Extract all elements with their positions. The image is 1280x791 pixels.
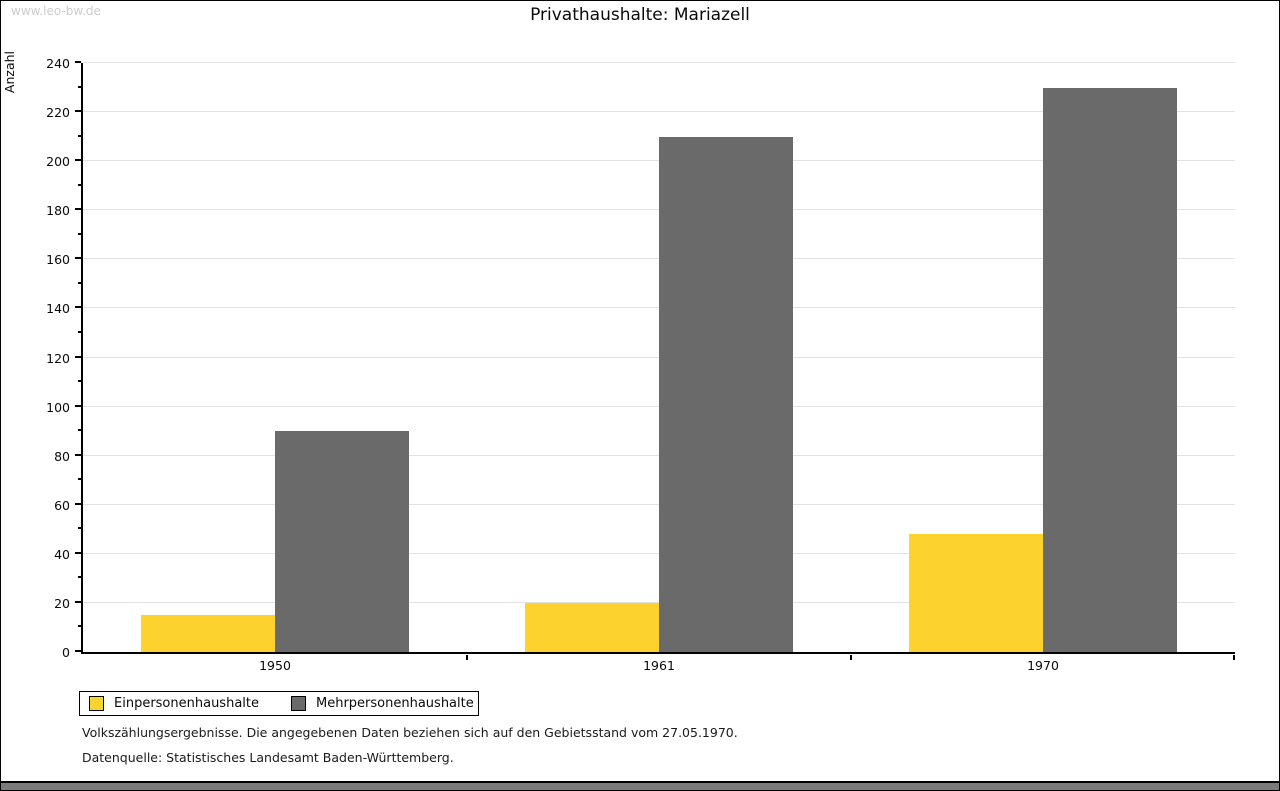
y-major-tick	[75, 355, 81, 358]
gridline	[83, 111, 1235, 113]
y-tick-label: 240	[46, 56, 70, 71]
y-axis-label: Anzahl	[2, 51, 17, 94]
y-axis: 0 20 40 60 80 100 120 140 160 180 200 220 240	[37, 56, 81, 660]
legend-entry: Einpersonenhaushalte	[89, 696, 259, 711]
y-major-tick	[75, 551, 81, 554]
x-tick-label: 1970	[1027, 658, 1059, 673]
y-major-tick	[75, 404, 81, 407]
legend-label: Einpersonenhaushalte	[114, 696, 259, 711]
y-minor-tick	[78, 527, 81, 530]
plot-area	[81, 62, 1235, 660]
y-tick-label: 180	[46, 203, 70, 219]
y-minor-tick	[78, 281, 81, 284]
y-major-tick	[75, 159, 81, 162]
y-major-tick	[75, 306, 81, 309]
y-major-tick	[75, 61, 81, 63]
y-minor-tick	[78, 478, 81, 481]
y-minor-tick	[78, 625, 81, 628]
bottom-strip	[1, 781, 1279, 790]
y-minor-tick	[78, 232, 81, 235]
y-tick-label: 220	[46, 105, 70, 121]
bar-mehrpersonenhaushalte	[659, 136, 793, 652]
x-boundary-tick	[850, 655, 852, 660]
y-tick-label: 200	[46, 154, 70, 170]
y-major-tick	[75, 502, 81, 505]
legend-label: Mehrpersonenhaushalte	[316, 696, 474, 711]
bar-mehrpersonenhaushalte	[275, 431, 409, 652]
legend-swatch	[291, 696, 306, 711]
footer-source: Datenquelle: Statistisches Landesamt Bad…	[82, 750, 454, 765]
y-tick-label: 120	[46, 350, 70, 366]
bar-einpersonenhaushalte	[909, 534, 1043, 652]
y-minor-tick	[78, 134, 81, 137]
legend-swatch	[89, 696, 104, 711]
bar-mehrpersonenhaushalte	[1043, 87, 1177, 652]
y-tick-label: 60	[54, 497, 70, 513]
y-tick-label: 20	[54, 595, 70, 611]
y-minor-tick	[78, 380, 81, 383]
x-boundary-tick	[466, 655, 468, 660]
y-minor-tick	[78, 85, 81, 88]
watermark: www.leo-bw.de	[11, 4, 101, 18]
y-minor-tick	[78, 576, 81, 579]
y-tick-label: 80	[54, 448, 70, 464]
legend: Einpersonenhaushalte Mehrpersonenhaushalt…	[79, 691, 479, 716]
x-axis: 1950 1961 1970	[83, 658, 1235, 676]
y-tick-label: 140	[46, 301, 70, 317]
y-minor-tick	[78, 429, 81, 432]
y-tick-label: 40	[54, 546, 70, 562]
y-tick-label: 0	[62, 645, 70, 660]
legend-entry: Mehrpersonenhaushalte	[291, 696, 474, 711]
y-major-tick	[75, 257, 81, 260]
bar-einpersonenhaushalte	[525, 602, 659, 652]
chart-title: Privathaushalte: Mariazell	[530, 5, 750, 25]
y-major-tick	[75, 650, 81, 652]
bar-einpersonenhaushalte	[141, 615, 275, 652]
y-tick-label: 100	[46, 399, 70, 415]
x-boundary-tick	[1233, 655, 1235, 660]
footer-note: Volkszählungsergebnisse. Die angegebenen…	[82, 725, 738, 740]
y-minor-tick	[78, 183, 81, 186]
y-major-tick	[75, 453, 81, 456]
gridline	[83, 62, 1235, 63]
x-tick-label: 1950	[259, 658, 291, 673]
y-tick-label: 160	[46, 252, 70, 268]
x-tick-label: 1961	[643, 658, 675, 673]
y-major-tick	[75, 110, 81, 113]
y-major-tick	[75, 600, 81, 603]
y-major-tick	[75, 208, 81, 211]
y-minor-tick	[78, 330, 81, 333]
